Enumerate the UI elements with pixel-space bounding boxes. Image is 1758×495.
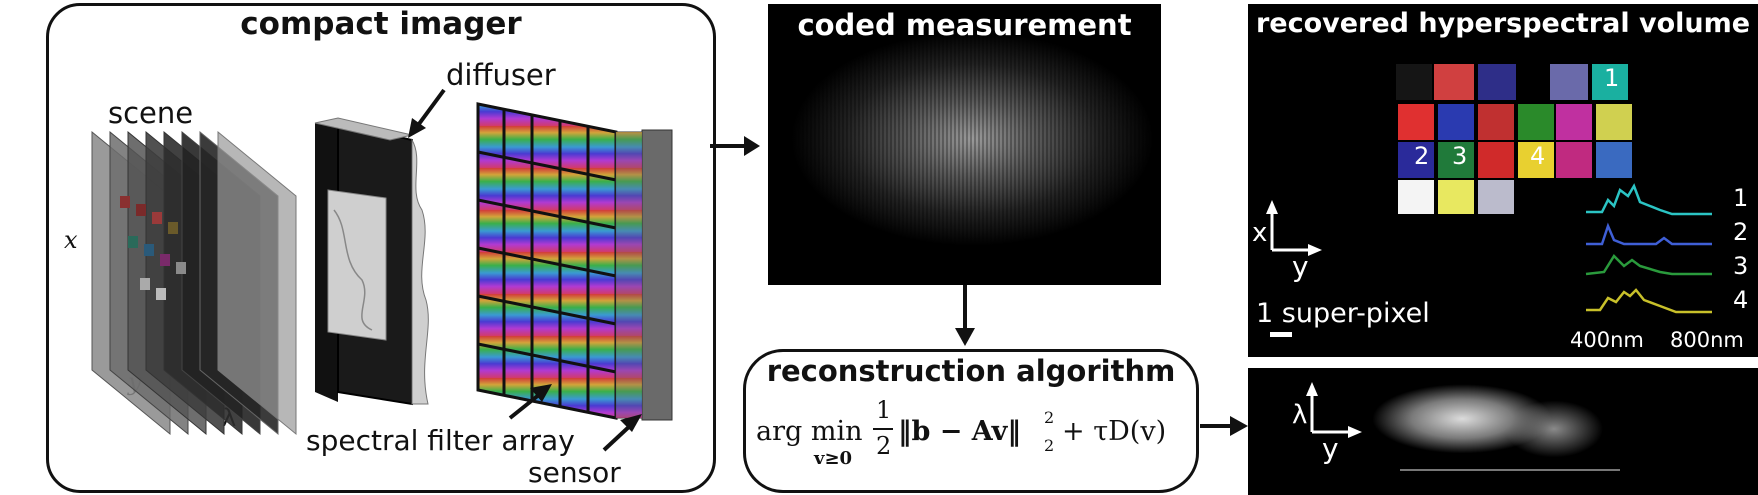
eq-half-numerator: 1 [876,396,892,424]
scene-label: scene [108,96,194,130]
reconstruction-box [743,349,1199,493]
scale-label: 1 super-pixel [1256,298,1430,329]
spectrum-label-2: 2 [1733,218,1749,246]
recovered-volume-title: recovered hyperspectral volume [1255,8,1751,39]
filter-arrow [508,392,542,420]
volume-axis-x: x [1252,218,1268,248]
coded-measurement-title: coded measurement [797,8,1132,42]
scale-bar [1270,332,1292,337]
scene-axis-x: x [64,226,78,254]
point-marker-3: 3 [1452,142,1468,170]
eq-superscript: 2 [1044,408,1055,427]
point-marker-1: 1 [1604,64,1620,92]
eq-fraction-bar [873,428,893,430]
eq-body: ‖b − Av‖ [898,416,1021,447]
spectrum-label-4: 4 [1733,286,1749,314]
spectrum-label-3: 3 [1733,252,1749,280]
scene-stack [91,130,297,436]
spectrum-label-1: 1 [1733,184,1749,212]
diffuser-arrow [414,88,446,130]
sensor-label: sensor [528,456,621,489]
color-grid [1396,64,1632,214]
eq-tail: + τD(v) [1062,416,1167,447]
point-marker-2: 2 [1414,142,1430,170]
diffuser-illustration [314,117,429,406]
reconstruction-title: reconstruction algorithm [766,354,1176,388]
slice-axis-lambda: λ [1292,400,1308,430]
diffuser-label: diffuser [446,58,556,92]
eq-argmin: arg min [756,416,863,447]
slice-axis-y: y [1322,432,1339,465]
coded-measurement-panel [768,4,1161,285]
eq-argmin-subscript: v≥0 [814,448,853,469]
compact-imager-title: compact imager [240,6,522,42]
wavelength-max-label: 800nm [1670,328,1744,352]
spectra-plot [1585,183,1712,314]
volume-axis-y: y [1292,250,1309,283]
wavelength-min-label: 400nm [1570,328,1644,352]
eq-half-denominator: 2 [876,432,892,460]
point-marker-4: 4 [1530,142,1546,170]
eq-subscript: 2 [1044,436,1055,455]
sensor-arrow [602,422,634,452]
filter-array-label: spectral filter array [306,424,575,457]
filter-array-illustration [476,102,673,421]
